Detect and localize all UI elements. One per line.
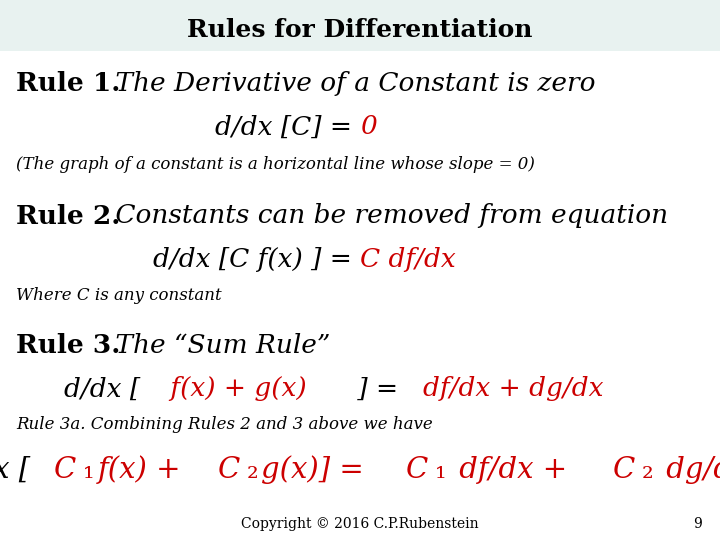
Text: Rule 1.: Rule 1. [16,71,120,96]
Text: Rules for Differentiation: Rules for Differentiation [187,18,533,42]
Text: g(x)] =: g(x)] = [261,455,374,484]
Text: ₂: ₂ [246,456,258,484]
Text: df/dx +: df/dx + [449,456,576,484]
Text: f(x) +: f(x) + [98,455,191,484]
Text: The Derivative of a Constant is zero: The Derivative of a Constant is zero [107,71,595,96]
Text: df/dx + dg/dx: df/dx + dg/dx [423,376,603,401]
Text: (The graph of a constant is a horizontal line whose slope = 0): (The graph of a constant is a horizontal… [16,156,535,173]
Text: d/dx [: d/dx [ [0,456,30,484]
Text: f(x) + g(x): f(x) + g(x) [162,376,307,401]
Text: Where C is any constant: Where C is any constant [16,287,222,304]
Text: d/dx [C f(x) ] =: d/dx [C f(x) ] = [153,247,360,272]
Text: C: C [613,456,635,484]
FancyBboxPatch shape [0,0,720,51]
Text: C: C [54,456,76,484]
Text: C df/dx: C df/dx [360,247,456,272]
Text: C: C [217,456,240,484]
Text: d/dx [C] =: d/dx [C] = [215,114,360,139]
Text: Rule 3.: Rule 3. [16,333,120,358]
Text: dg/dx: dg/dx [657,456,720,484]
Text: ₂: ₂ [642,456,653,484]
Text: Constants can be removed from equation: Constants can be removed from equation [107,204,667,228]
Text: Rule 2.: Rule 2. [16,204,120,228]
Text: ] =: ] = [349,376,406,401]
Text: d/dx [: d/dx [ [64,376,140,401]
Text: Rule 3a. Combining Rules 2 and 3 above we have: Rule 3a. Combining Rules 2 and 3 above w… [16,416,433,434]
Text: ₁: ₁ [435,456,446,484]
Text: 9: 9 [693,517,702,531]
Text: 0: 0 [360,114,377,139]
Text: ₁: ₁ [83,456,94,484]
Text: Copyright © 2016 C.P.Rubenstein: Copyright © 2016 C.P.Rubenstein [241,517,479,531]
Text: C: C [406,456,428,484]
Text: The “Sum Rule”: The “Sum Rule” [107,333,330,358]
